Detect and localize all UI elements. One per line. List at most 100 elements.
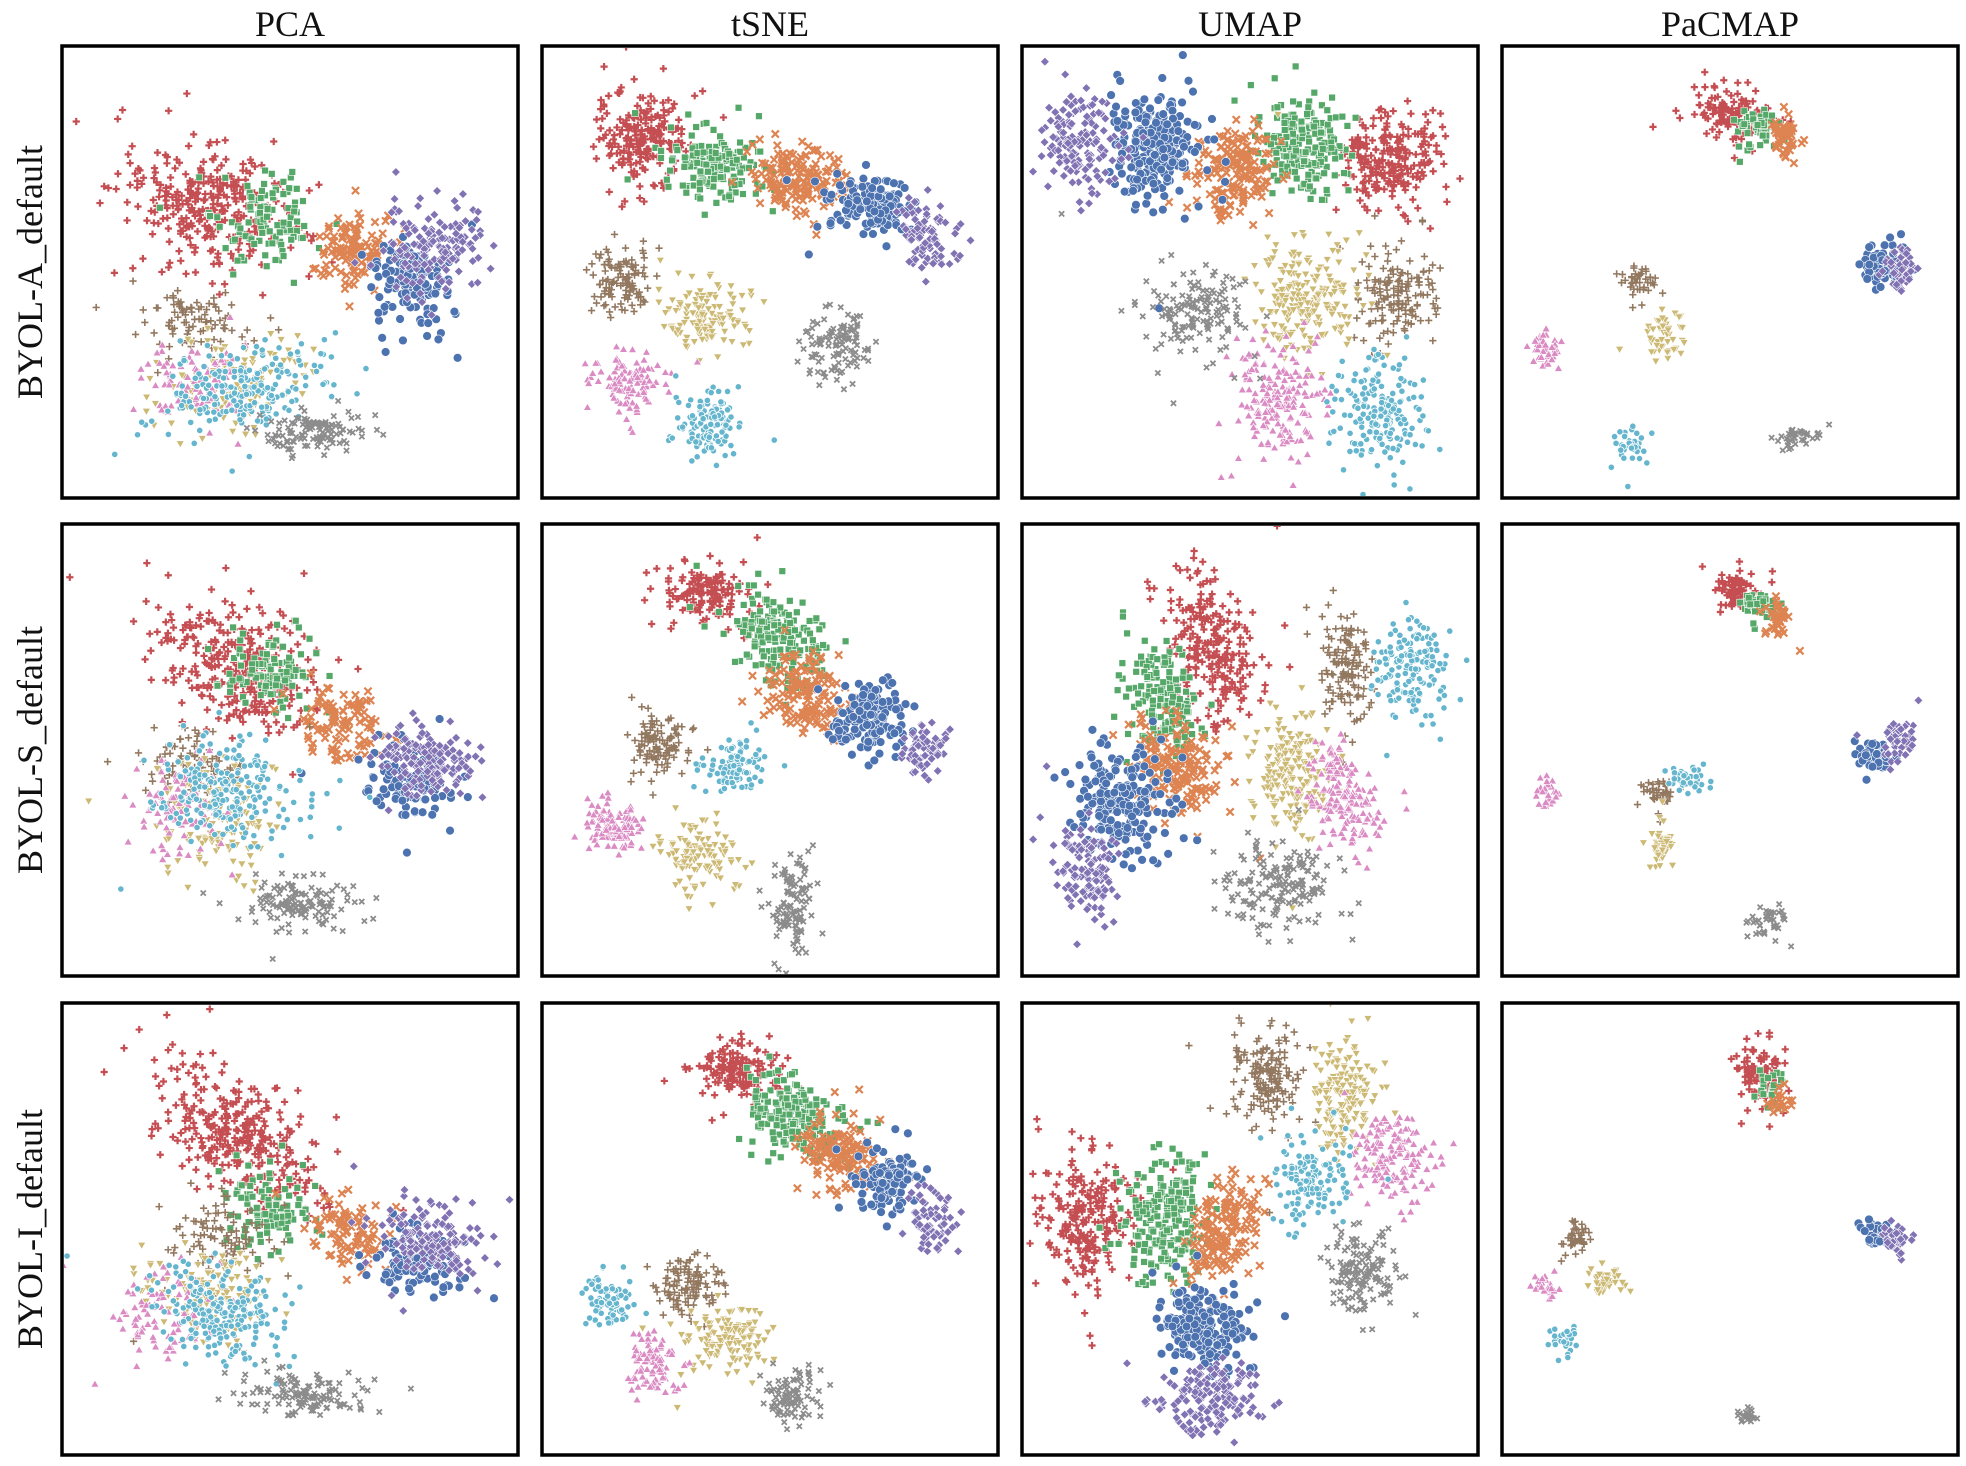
scatter-point [166, 401, 176, 410]
scatter-point [618, 126, 626, 134]
scatter-point [936, 251, 946, 262]
scatter-point [1143, 333, 1150, 340]
scatter-point [1317, 128, 1325, 137]
scatter-point [666, 166, 674, 175]
scatter-point [1789, 158, 1799, 168]
scatter-point [1312, 331, 1322, 340]
scatter-point [800, 345, 807, 353]
scatter-point [1274, 301, 1284, 310]
scatter-point [1195, 279, 1202, 286]
scatter-point [1218, 288, 1226, 295]
scatter-point [611, 264, 619, 272]
scatter-point [233, 439, 243, 448]
scatter-point [1288, 383, 1298, 392]
scatter-point [1044, 102, 1054, 113]
scatter-point [621, 197, 629, 206]
scatter-point [1138, 132, 1149, 143]
scatter-point [199, 158, 208, 166]
scatter-point [1376, 334, 1384, 342]
scatter-point [250, 383, 258, 391]
scatter-point [1404, 217, 1412, 225]
scatter-point [1397, 374, 1405, 383]
scatter-point [1738, 96, 1746, 104]
scatter-point [1715, 128, 1723, 136]
scatter-point [342, 270, 351, 280]
scatter-point [1139, 313, 1146, 320]
scatter-point [899, 183, 910, 193]
scatter-point [600, 302, 608, 310]
scatter-point [1362, 366, 1370, 374]
scatter-point [1173, 126, 1184, 136]
scatter-point [208, 246, 217, 254]
scatter-point [1231, 115, 1241, 125]
scatter-point [1113, 140, 1124, 151]
scatter-point [932, 239, 942, 249]
scatter-point [659, 65, 667, 73]
scatter-point [1233, 453, 1243, 462]
scatter-point [250, 240, 258, 248]
scatter-point [744, 327, 754, 336]
scatter-point [627, 160, 635, 169]
scatter-point [175, 220, 184, 228]
scatter-point [1263, 233, 1273, 242]
scatter-point [738, 341, 748, 350]
scatter-point [1249, 423, 1259, 431]
scatter-point [1357, 378, 1365, 386]
scatter-point [755, 135, 765, 144]
scatter-point [1400, 182, 1408, 190]
scatter-point [1087, 99, 1098, 110]
scatter-point [226, 352, 234, 360]
scatter-point [1402, 283, 1410, 291]
scatter-point [1334, 258, 1344, 267]
scatter-point [704, 305, 714, 314]
scatter-point [1221, 157, 1231, 167]
scatter-point [178, 200, 187, 208]
scatter-point [1417, 393, 1425, 401]
scatter-point [345, 301, 354, 311]
scatter-point [169, 210, 177, 218]
scatter-point [788, 191, 797, 200]
scatter-point [1438, 123, 1447, 131]
scatter-point [204, 225, 212, 233]
scatter-point [211, 415, 219, 423]
scatter-point [1192, 346, 1199, 354]
scatter-point [768, 180, 778, 189]
scatter-point [1274, 367, 1284, 376]
scatter-point [682, 189, 691, 197]
scatter-point [374, 315, 384, 326]
scatter-point [699, 415, 707, 423]
scatter-point [796, 162, 806, 172]
scatter-point [687, 273, 697, 282]
scatter-point [1383, 286, 1391, 294]
scatter-point [1756, 141, 1764, 149]
scatter-point [654, 298, 664, 307]
scatter-point [1390, 471, 1398, 479]
scatter-point [297, 340, 305, 348]
scatter-point [1361, 202, 1369, 211]
scatter-point [228, 326, 236, 335]
scatter-point [1383, 123, 1391, 131]
scatter-point [193, 227, 202, 236]
scatter-point [756, 147, 764, 156]
scatter-point [734, 383, 742, 391]
scatter-point [141, 408, 151, 416]
scatter-point [341, 229, 351, 238]
scatter-point [1740, 120, 1748, 128]
scatter-point [219, 324, 228, 332]
scatter-point [210, 358, 220, 367]
scatter-point [1183, 76, 1194, 86]
scatter-point [230, 183, 238, 191]
scatter-point [1190, 269, 1197, 276]
scatter-point [309, 346, 319, 354]
scatter-point [1265, 395, 1275, 404]
scatter-point [1293, 281, 1303, 290]
scatter-point [842, 355, 849, 363]
scatter-point [366, 260, 376, 271]
scatter-point [213, 200, 221, 208]
scatter-point [468, 205, 478, 215]
scatter-point [1291, 62, 1300, 71]
scatter-point [1407, 110, 1415, 118]
scatter-point [631, 109, 639, 117]
scatter-point [1294, 371, 1304, 380]
scatter-point [1262, 163, 1272, 173]
